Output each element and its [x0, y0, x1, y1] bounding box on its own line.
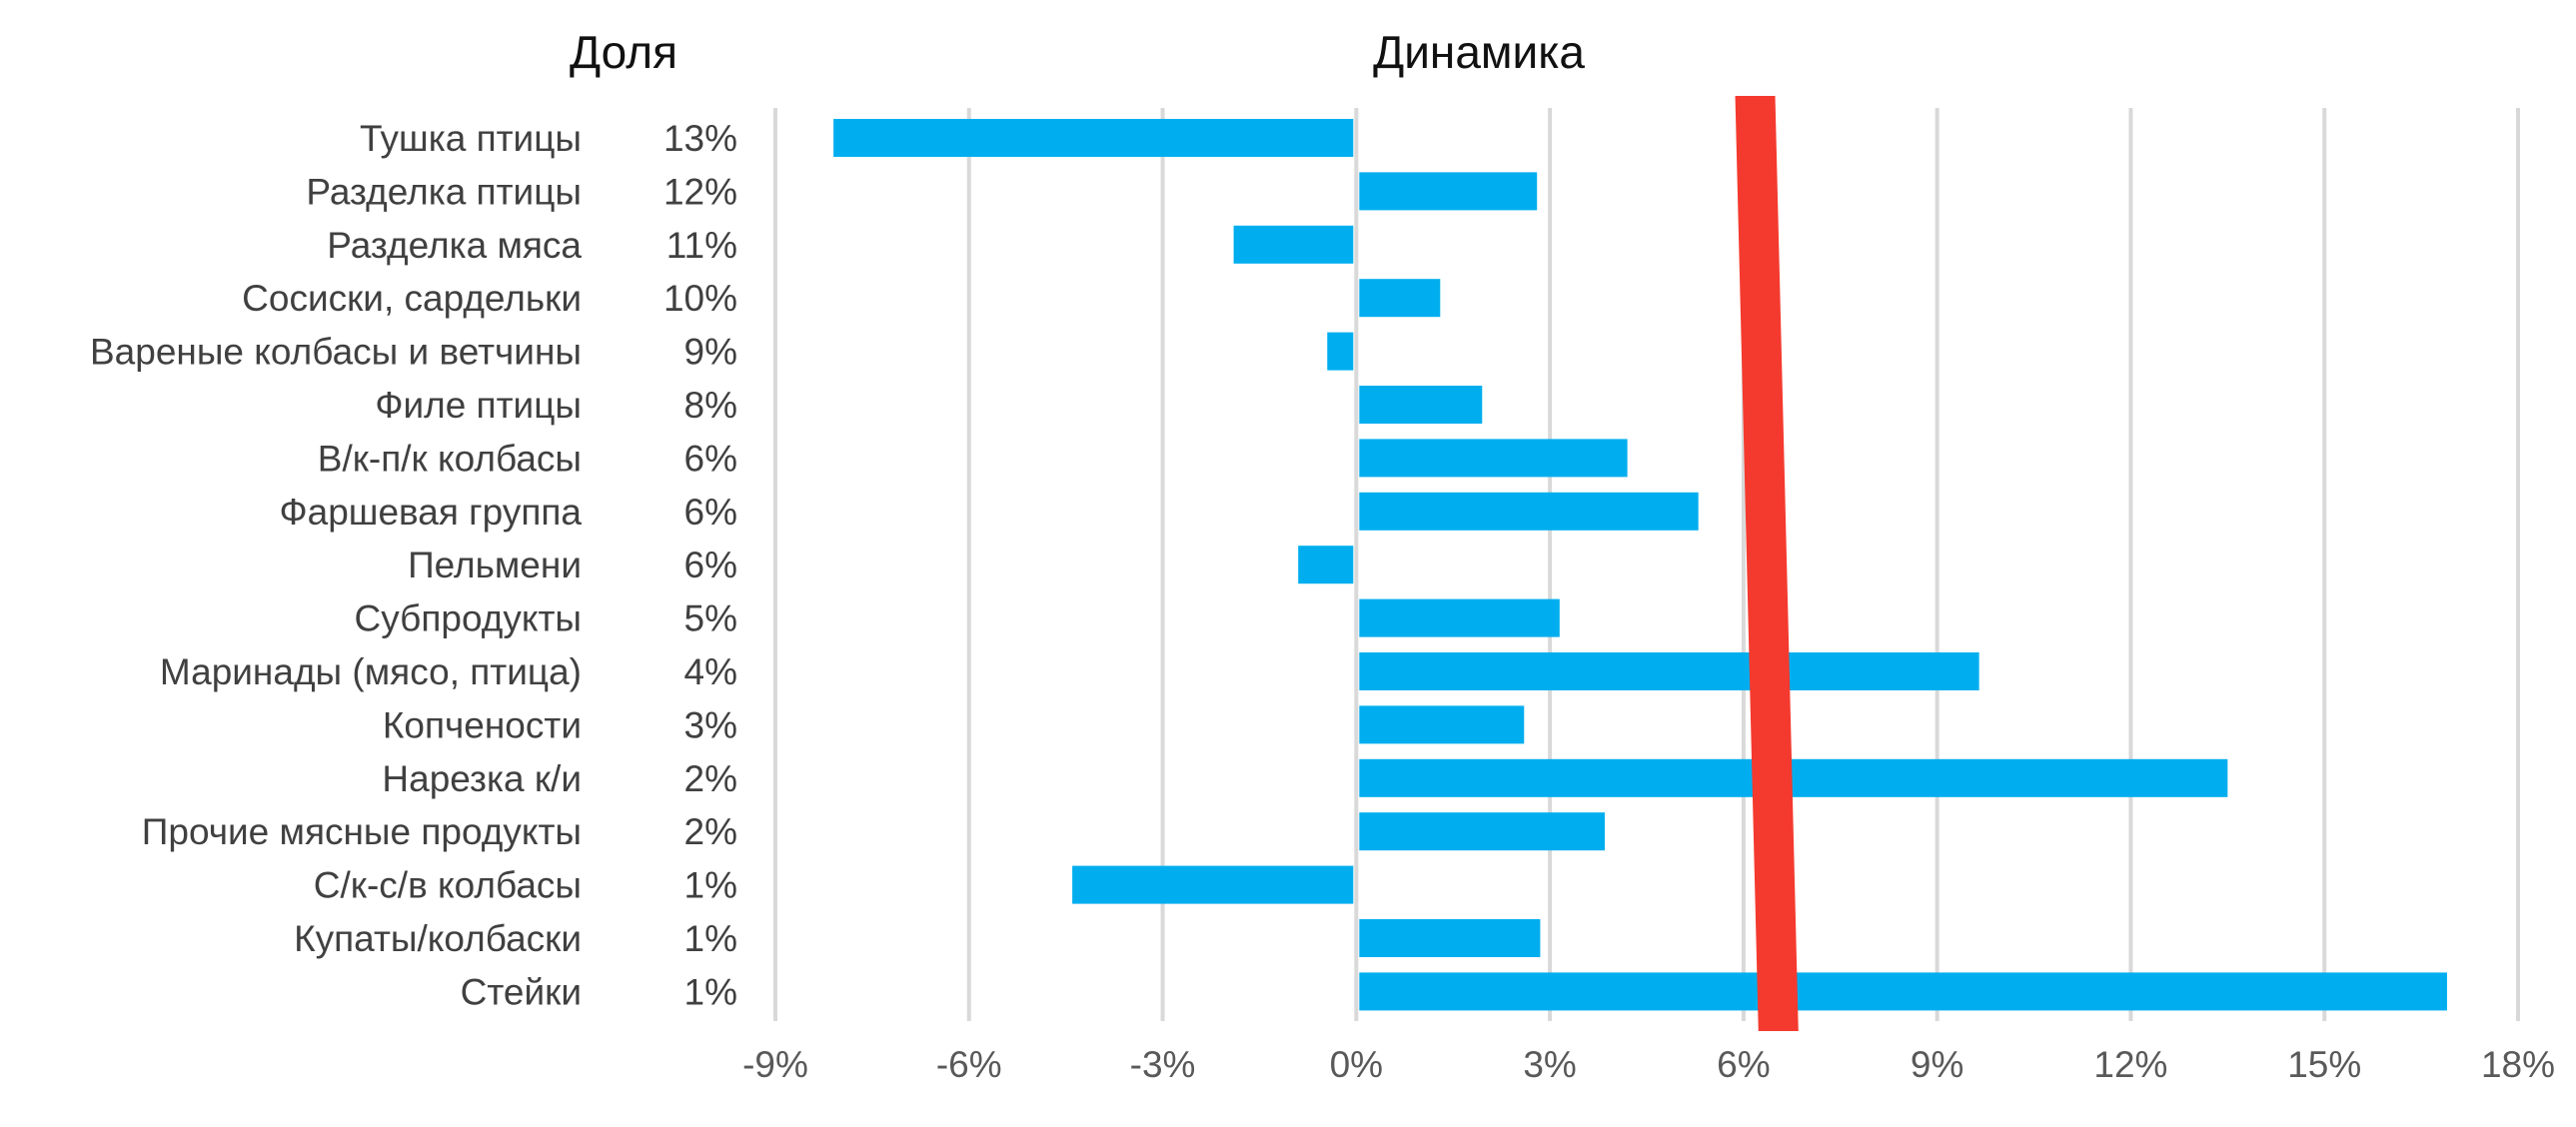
- category-label: Копчености: [383, 704, 582, 745]
- x-tick-label: -6%: [936, 1044, 1002, 1085]
- header-layer: Доля Динамика: [570, 26, 1585, 78]
- bar: [1359, 972, 2447, 1011]
- share-label: 1%: [684, 865, 737, 906]
- bar: [1359, 919, 1541, 957]
- bar: [1233, 225, 1354, 264]
- x-tick-label: 6%: [1717, 1044, 1770, 1085]
- category-label: Купаты/колбаски: [294, 918, 582, 959]
- share-label: 13%: [663, 118, 737, 159]
- share-label: 2%: [684, 758, 737, 799]
- share-label: 5%: [684, 598, 737, 639]
- x-tick-label: 0%: [1330, 1044, 1383, 1085]
- bar: [1359, 652, 1979, 690]
- x-tick-label: 12%: [2093, 1044, 2167, 1085]
- bar: [1359, 439, 1628, 478]
- label-layer: Тушка птицы 13% Разделка птицы 12% Разделка …: [90, 118, 737, 1012]
- x-tick-label: 3%: [1523, 1044, 1576, 1085]
- tick-layer: -9% -6% -3% 0% 3% 6% 9% 12% 15% 18%: [742, 1044, 2555, 1085]
- category-label: С/к-с/в колбасы: [314, 865, 582, 906]
- category-label: Маринады (мясо, птица): [160, 651, 582, 692]
- category-label: Нарезка к/и: [382, 758, 582, 799]
- x-tick-label: 18%: [2481, 1044, 2555, 1085]
- bar: [1359, 172, 1538, 211]
- bar-layer: [833, 119, 2447, 1011]
- share-label: 10%: [663, 278, 737, 319]
- category-label: Сосиски, сардельки: [242, 278, 582, 319]
- x-tick-label: -3%: [1130, 1044, 1196, 1085]
- bar: [1298, 546, 1354, 584]
- reference-marker: [1735, 96, 1799, 1031]
- share-label: 1%: [684, 918, 737, 959]
- x-tick-label: -9%: [742, 1044, 808, 1085]
- category-label: Разделка мяса: [327, 225, 582, 266]
- bar: [833, 119, 1354, 157]
- bar: [1359, 705, 1525, 744]
- category-label: Вареные колбасы и ветчины: [90, 332, 582, 373]
- category-label: Пельмени: [408, 545, 582, 585]
- share-label: 6%: [684, 492, 737, 533]
- share-column-header: Доля: [570, 26, 677, 78]
- share-label: 1%: [684, 971, 737, 1012]
- bar: [1359, 386, 1483, 424]
- share-label: 6%: [684, 545, 737, 585]
- bar: [1359, 279, 1441, 318]
- bar: [1327, 332, 1354, 371]
- x-tick-label: 15%: [2287, 1044, 2361, 1085]
- category-label: Тушка птицы: [360, 118, 582, 159]
- bar: [1359, 758, 2228, 797]
- bar: [1359, 812, 1606, 851]
- category-label: Стейки: [461, 971, 582, 1012]
- category-label: Прочие мясные продукты: [142, 811, 582, 852]
- category-label: Филе птицы: [375, 385, 582, 426]
- category-label: Субпродукты: [355, 598, 582, 639]
- x-tick-label: 9%: [1911, 1044, 1963, 1085]
- category-label: Фаршевая группа: [280, 492, 583, 533]
- share-label: 12%: [663, 171, 737, 212]
- marker-layer: [1735, 96, 1799, 1031]
- grid-layer: [773, 108, 2520, 1021]
- share-label: 8%: [684, 385, 737, 426]
- share-label: 4%: [684, 651, 737, 692]
- share-label: 9%: [684, 332, 737, 373]
- category-label: В/к-п/к колбасы: [318, 438, 582, 479]
- category-label: Разделка птицы: [306, 171, 582, 212]
- share-label: 2%: [684, 811, 737, 852]
- share-label: 3%: [684, 704, 737, 745]
- bar: [1072, 865, 1354, 904]
- share-label: 6%: [684, 438, 737, 479]
- dynamics-column-header: Динамика: [1373, 26, 1585, 78]
- share-label: 11%: [666, 225, 737, 266]
- bar: [1359, 598, 1560, 637]
- bar: [1359, 492, 1699, 531]
